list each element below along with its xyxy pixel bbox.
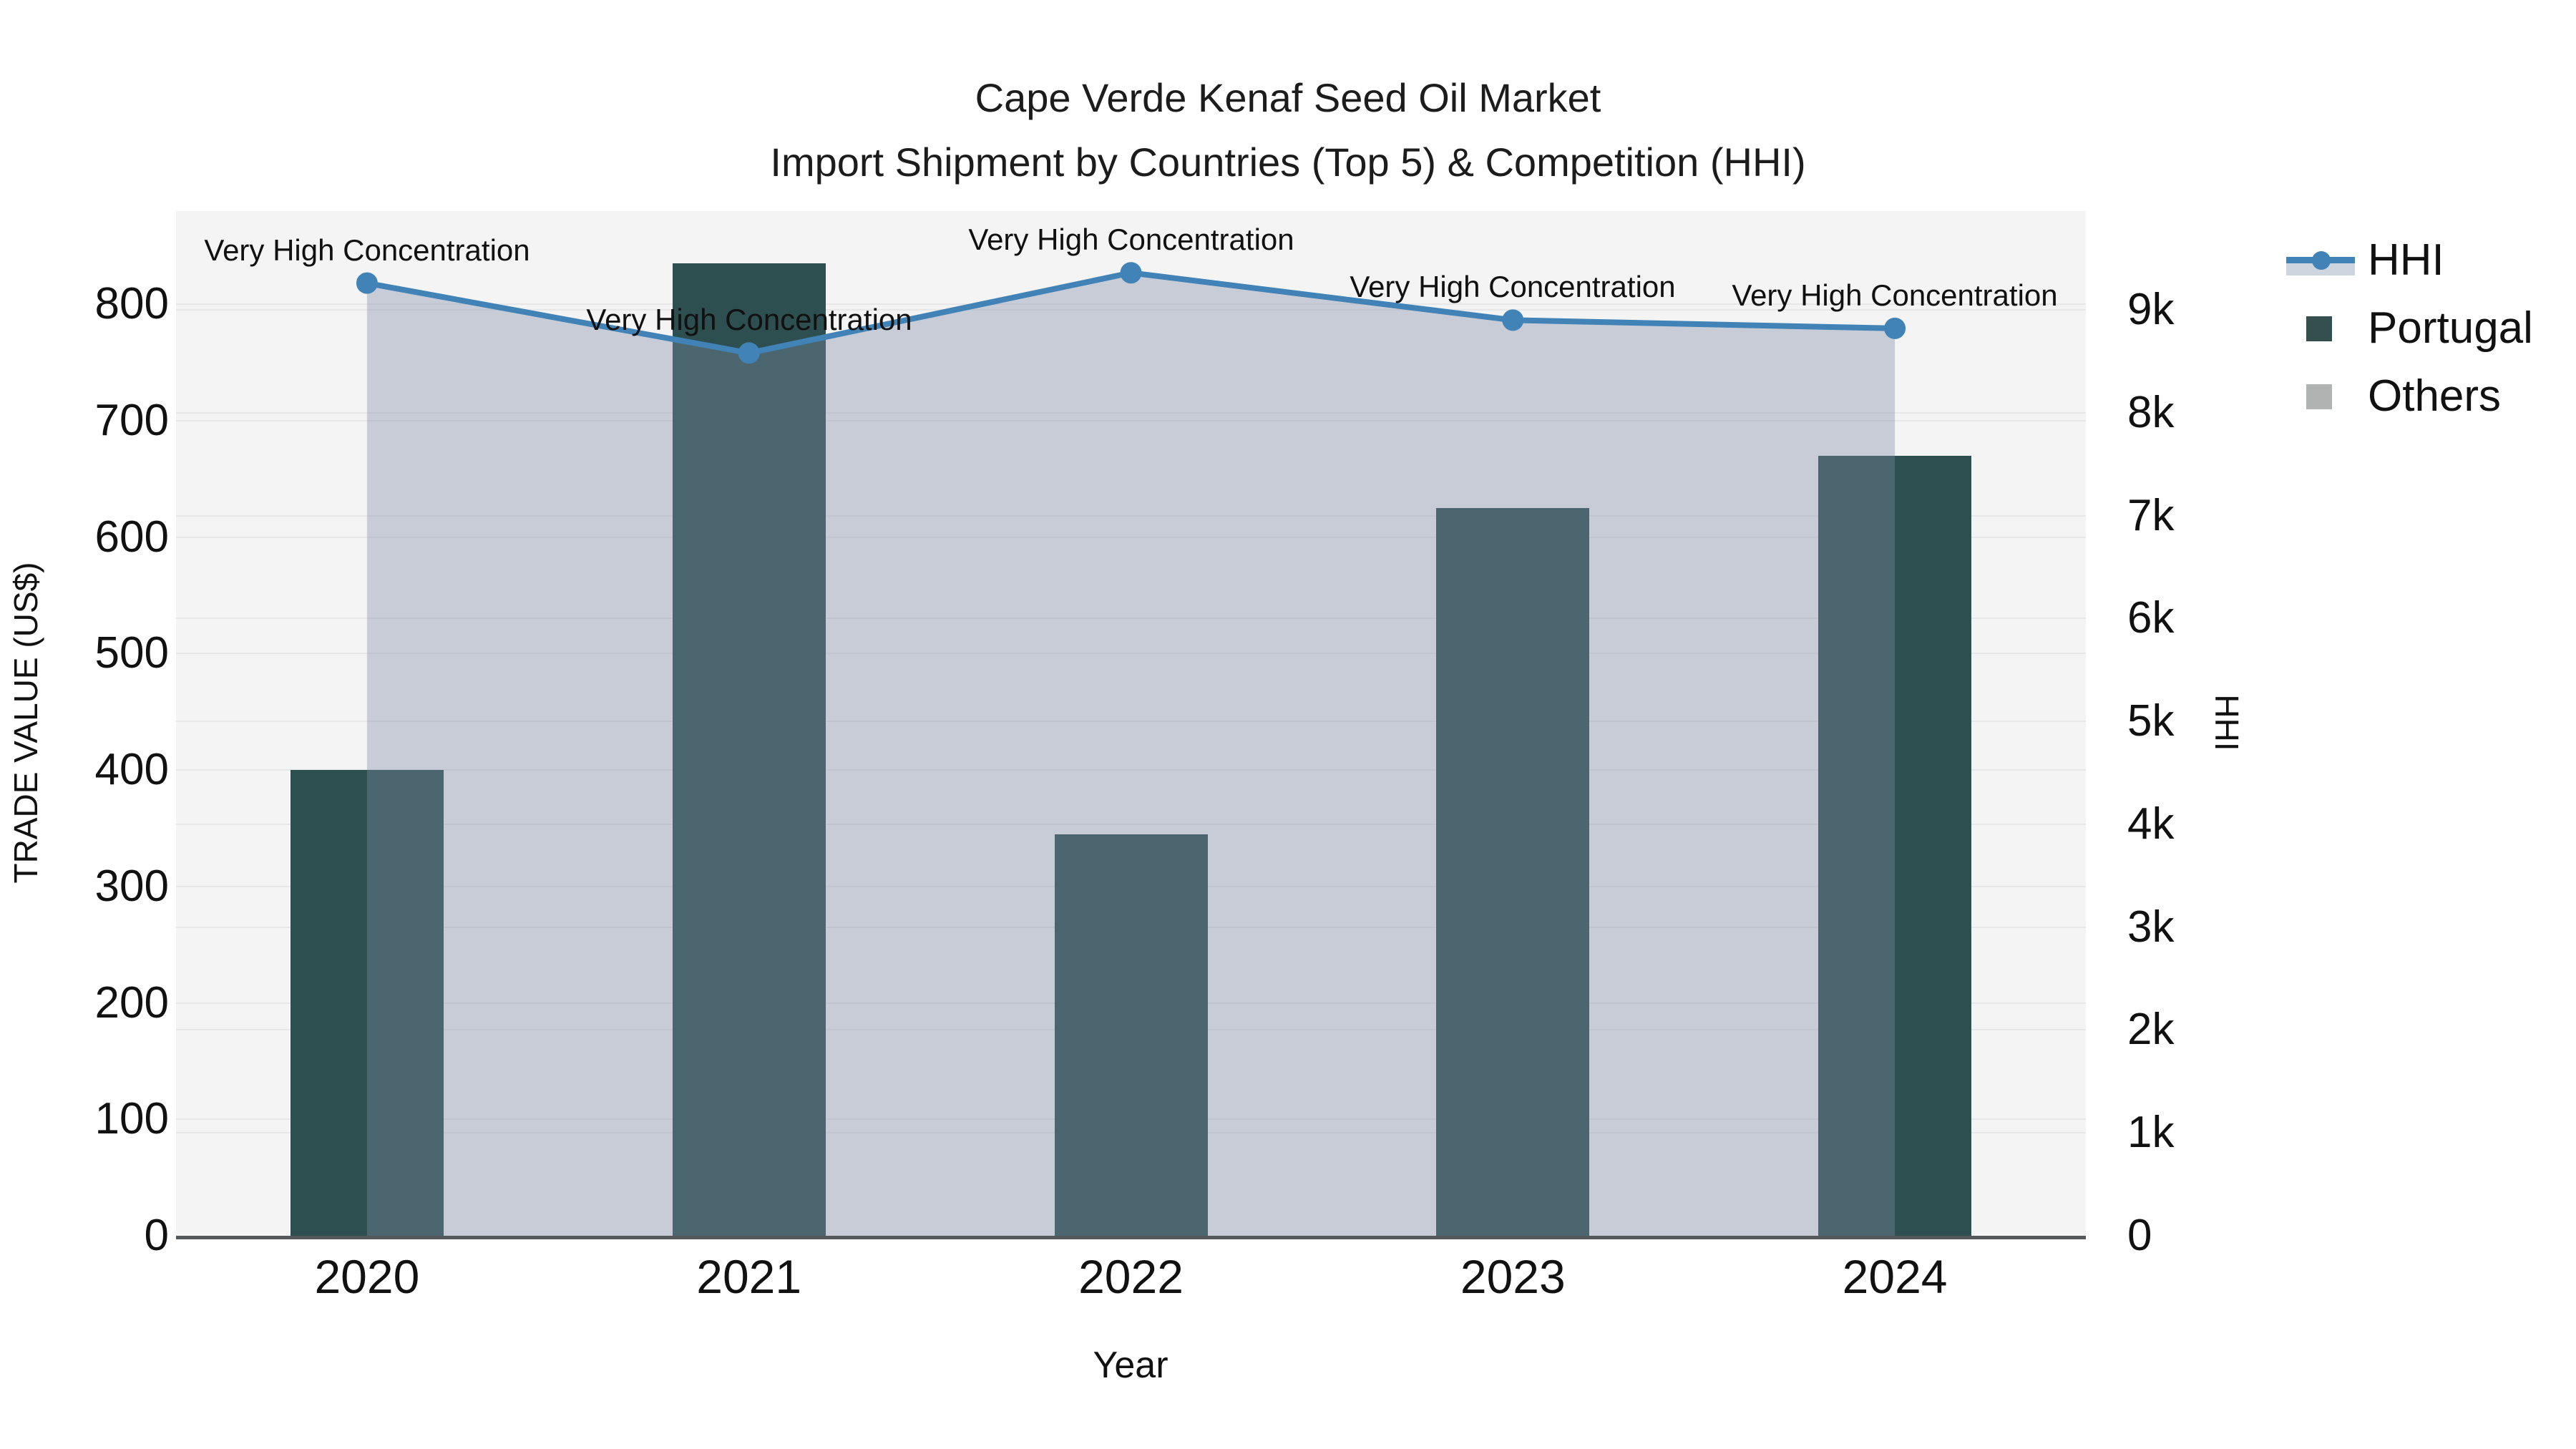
y-right-tick-1k: 1k: [2127, 1108, 2175, 1158]
x-tick-2020: 2020: [314, 1250, 420, 1303]
hhi-marker-2023[interactable]: [1502, 309, 1524, 331]
gridline: [176, 823, 2086, 825]
y-left-tick-700: 700: [94, 395, 169, 445]
gridline: [176, 653, 2086, 655]
x-tick-2024: 2024: [1842, 1250, 1948, 1303]
gridline: [176, 721, 2086, 723]
legend-item-hhi[interactable]: HHI: [2286, 226, 2533, 294]
y-left-tick-100: 100: [94, 1094, 169, 1144]
x-tick-2023: 2023: [1460, 1250, 1566, 1303]
x-tick-2022: 2022: [1078, 1250, 1184, 1303]
y-axis-right-title: HHI: [2208, 694, 2245, 751]
legend: HHI Portugal Others: [2286, 226, 2533, 430]
legend-label-portugal: Portugal: [2368, 303, 2533, 353]
x-axis-line: [176, 1236, 2086, 1239]
annotation-2021: Very High Concentration: [586, 303, 912, 336]
annotation-2023: Very High Concentration: [1350, 270, 1676, 303]
y-right-tick-3k: 3k: [2127, 902, 2175, 952]
legend-label-others: Others: [2368, 371, 2502, 421]
gridline: [176, 309, 2086, 311]
hhi-line-sample-icon: [2286, 239, 2355, 282]
y-left-tick-300: 300: [94, 861, 169, 911]
bar-portugal-2023[interactable]: [1436, 508, 1589, 1236]
y-right-tick-5k: 5k: [2127, 696, 2175, 746]
hhi-marker-2024[interactable]: [1884, 317, 1906, 339]
plot-area: Very High Concentration Very High Concent…: [176, 211, 2086, 1236]
hhi-area-fill: [366, 273, 1896, 1236]
chart-title-line2: Import Shipment by Countries (Top 5) & C…: [770, 140, 1806, 185]
y-left-tick-200: 200: [94, 977, 169, 1028]
legend-item-others[interactable]: Others: [2286, 362, 2533, 430]
y-right-tick-7k: 7k: [2127, 490, 2175, 540]
gridline: [176, 419, 2086, 421]
annotation-2024: Very High Concentration: [1732, 278, 2058, 312]
bar-portugal-2021[interactable]: [673, 263, 826, 1236]
annotation-2020: Very High Concentration: [204, 233, 530, 267]
gridline: [176, 514, 2086, 517]
bar-portugal-2022[interactable]: [1055, 834, 1208, 1236]
y-right-tick-2k: 2k: [2127, 1005, 2175, 1055]
hhi-line-layer: [356, 262, 1906, 1236]
x-axis-title: Year: [1093, 1345, 1169, 1386]
y-left-tick-0: 0: [144, 1211, 169, 1260]
gridline: [176, 769, 2086, 771]
y-right-tick-9k: 9k: [2127, 285, 2175, 335]
gridline: [176, 618, 2086, 620]
hhi-marker-2021[interactable]: [738, 342, 760, 364]
y-left-tick-600: 600: [94, 512, 169, 562]
bar-portugal-2020[interactable]: [291, 770, 444, 1236]
hhi-marker-2022[interactable]: [1120, 262, 1142, 284]
gridline: [176, 536, 2086, 538]
legend-item-portugal[interactable]: Portugal: [2286, 294, 2533, 362]
bar-portugal-2024[interactable]: [1818, 456, 1971, 1236]
y-right-tick-4k: 4k: [2127, 799, 2175, 849]
y-left-tick-800: 800: [94, 279, 169, 329]
y-left-tick-500: 500: [94, 628, 169, 678]
others-color-swatch-icon: [2306, 384, 2332, 409]
y-left-tick-400: 400: [94, 745, 169, 795]
chart-title: Cape Verde Kenaf Seed Oil Market Import …: [0, 66, 2576, 195]
gridline: [176, 303, 2086, 306]
y-right-tick-6k: 6k: [2127, 593, 2175, 643]
y-right-tick-0: 0: [2127, 1211, 2152, 1260]
others-swatch-sample: [2286, 375, 2355, 418]
chart-title-line1: Cape Verde Kenaf Seed Oil Market: [975, 75, 1601, 120]
gridline: [176, 411, 2086, 414]
legend-label-hhi: HHI: [2368, 235, 2444, 285]
portugal-color-swatch-icon: [2306, 316, 2332, 341]
hhi-marker-2020[interactable]: [356, 272, 378, 294]
hhi-marker-dot-icon: [2312, 250, 2331, 270]
y-axis-left-title: TRADE VALUE (US$): [7, 562, 44, 884]
portugal-swatch-sample: [2286, 307, 2355, 350]
annotation-2022: Very High Concentration: [968, 223, 1294, 256]
y-right-tick-8k: 8k: [2127, 387, 2175, 437]
x-tick-2021: 2021: [696, 1250, 802, 1303]
